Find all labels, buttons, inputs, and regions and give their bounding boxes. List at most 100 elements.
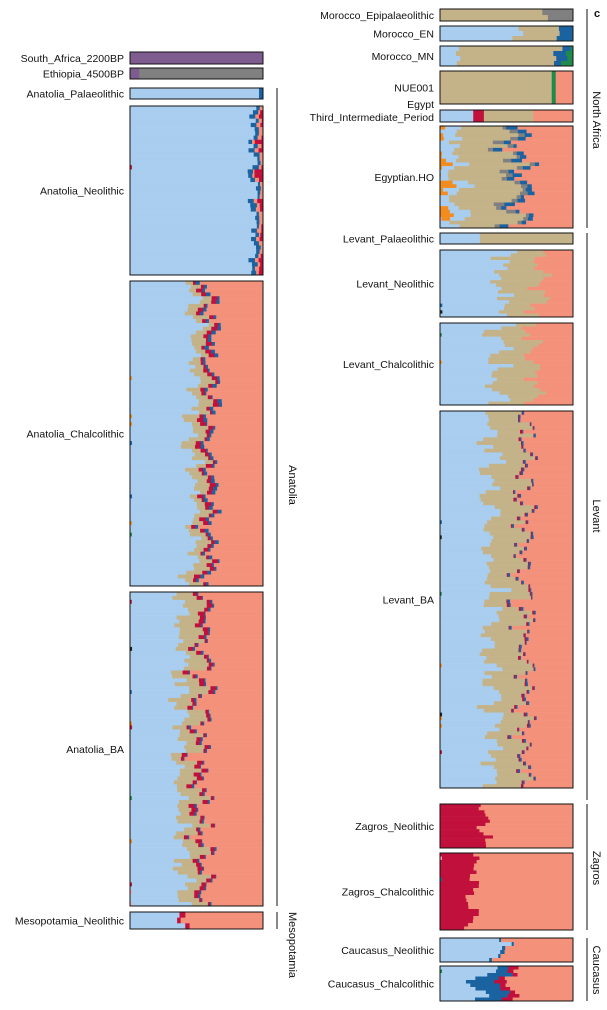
bar-anatolia-ba-ind16-tan (185, 650, 197, 656)
bar-anatolia-chalcolithic-ind32-crimson (213, 399, 218, 404)
bar-anatolia-ba-ind4-tan (182, 603, 208, 608)
bar-anatolia-chalcolithic-ind35-salmon (215, 410, 264, 415)
bar-levant-ba-ind91-blue (441, 750, 489, 755)
bar-levant-chalcolithic-ind17-salmon (523, 377, 574, 382)
bar-levant-ba-ind18-salmon (518, 475, 574, 480)
bar-anatolia-ba-ind8-crimson (198, 619, 205, 624)
bar-anatolia-neolithic-ind38-crimson (260, 262, 264, 267)
bar-anatolia-ba-ind46-crimson (201, 768, 208, 773)
bar-anatolia-ba-ind59-salmon (203, 819, 264, 824)
bar-caucasus-chalcolithic-ind3-navy (487, 973, 513, 977)
bar-levant-chalcolithic-ind6-tan (503, 340, 544, 344)
bar-levant-ba-ind61-crimson (524, 637, 527, 642)
bar-anatolia-chalcolithic-ind65-navy (195, 525, 199, 530)
bar-anatolia-chalcolithic-ind71-tan (194, 547, 204, 552)
bar-anatolia-neolithic-ind39-navy (252, 266, 256, 272)
bar-levant-ba-ind87-salmon (511, 735, 574, 740)
bar-anatolia-ba-ind14-tan (178, 643, 195, 648)
bar-anatolia-neolithic-ind35-blue (130, 249, 257, 255)
bar-anatolia-ba-ind41-tan (185, 749, 204, 754)
bar-levant-ba-ind81-salmon (527, 712, 574, 717)
bar-anatolia-ba-ind4-crimson (206, 603, 213, 608)
bar-anatolia-chalcolithic-ind33-crimson (212, 403, 220, 408)
bar-levant-ba-ind84-salmon (530, 723, 574, 728)
bar-anatolia-chalcolithic-ind22-navy (203, 361, 206, 366)
bar-anatolia-chalcolithic-ind68-tan (201, 536, 208, 541)
bar-levant-ba-ind10-tan (493, 444, 522, 449)
bar-anatolia-neolithic-ind32-crimson (259, 236, 264, 242)
bar-anatolia-ba-ind73-tan (187, 874, 212, 879)
label-line-1: Egypt (407, 99, 434, 111)
bar-levant-ba-ind82-blue (441, 716, 503, 721)
bar-anatolia-ba-ind75-salmon (206, 882, 264, 887)
bar-anatolia-ba-ind15-navy (192, 646, 196, 652)
bar-anatolia-neolithic-ind2-navy (252, 110, 259, 115)
bar-anatolia-chalcolithic-ind50-tan (185, 467, 199, 472)
bar-levant-ba-ind91-crimson (440, 750, 443, 755)
bar-levant-ba-ind28-crimson (524, 512, 527, 517)
bar-anatolia-chalcolithic-ind6-blue (130, 300, 201, 305)
bar-anatolia-ba-ind65-blue (130, 843, 183, 848)
bar-anatolia-neolithic-ind17-navy (248, 173, 253, 179)
bar-levant-chalcolithic-ind22-blue (440, 394, 509, 399)
bar-caucasus-neolithic-ind5-salmon (500, 954, 574, 959)
bar-levant-ba-ind80-blue (440, 708, 485, 713)
bar-levant-ba-ind73-navy (525, 682, 529, 687)
bar-levant-chalcolithic-ind7-salmon (537, 343, 574, 348)
bar-levant-ba-ind6-salmon (523, 429, 574, 434)
bar-levant-chalcolithic-ind3-tan (483, 329, 526, 334)
bar-egyptian-ho-ind1-salmon (517, 126, 574, 130)
bar-anatolia-ba-ind13-blue (130, 639, 184, 644)
bar-anatolia-chalcolithic-ind67-crimson (205, 532, 208, 537)
bar-anatolia-chalcolithic-ind42-blue (130, 437, 190, 442)
bar-egyptian-ho-ind19-navy (527, 191, 535, 196)
bar-anatolia-chalcolithic-ind4-tan (192, 292, 202, 297)
bar-levant-ba-ind82-navy (535, 716, 537, 721)
bar-anatolia-ba-ind43-navy (183, 756, 185, 762)
bar-caucasus-chalcolithic-ind10-blue (440, 997, 476, 1002)
bar-anatolia-ba-ind80-tan (191, 902, 209, 907)
bar-anatolia-ba-ind12-blue (130, 635, 180, 640)
bar-levant-ba-ind57-navy (527, 622, 530, 627)
bar-anatolia-chalcolithic-ind15-blue (130, 334, 192, 339)
bar-levant-ba-ind86-tan (487, 731, 523, 736)
bar-egyptian-ho-ind25-navy (528, 213, 534, 218)
bar-levant-ba-ind7-navy (534, 433, 537, 438)
bar-levant-chalcolithic-ind18-salmon (537, 381, 574, 385)
bar-anatolia-ba-ind61-crimson (196, 827, 200, 832)
group-egyptian-ho (440, 126, 574, 229)
bar-anatolia-chalcolithic-ind53-crimson (206, 479, 212, 484)
bar-anatolia-ba-ind28-blue (130, 697, 169, 703)
bar-levant-ba-ind62-salmon (526, 640, 574, 645)
bar-levant-neolithic-ind7-blue (440, 270, 495, 274)
bar-anatolia-chalcolithic-ind40-tan (193, 429, 206, 434)
bar-mesopotamia-neolithic-ind3-blue (130, 923, 186, 930)
bar-anatolia-chalcolithic-ind23-navy (205, 364, 209, 369)
bar-levant-ba-ind81-black (440, 712, 443, 717)
bar-levant-ba-ind83-salmon (529, 720, 574, 725)
bar-anatolia-chalcolithic-ind65-crimson (191, 525, 196, 530)
bar-levant-neolithic-ind16-tan (509, 300, 548, 304)
bar-anatolia-ba-ind68-salmon (205, 854, 264, 860)
bar-anatolia-ba-ind31-tan (187, 709, 206, 714)
bar-anatolia-neolithic-ind18-crimson (258, 177, 264, 183)
bar-anatolia-ba-ind52-salmon (204, 792, 264, 797)
bar-levant-ba-ind36-blue (440, 542, 491, 547)
bar-levant-chalcolithic-ind1-salmon (535, 323, 574, 327)
bar-anatolia-chalcolithic-ind72-navy (202, 551, 206, 556)
bar-egyptian-ho-ind17-blue (456, 184, 475, 189)
bar-levant-ba-ind82-salmon (536, 716, 574, 721)
bar-anatolia-ba-ind60-navy (214, 823, 216, 828)
bar-egyptian-ho-ind26-salmon (532, 217, 574, 221)
bar-morocco-mn-ind2-tan (455, 51, 554, 57)
bar-anatolia-ba-ind51-navy (205, 788, 207, 793)
bar-levant-ba-ind81-tan (503, 712, 524, 717)
region-label-north-africa: North Africa (590, 91, 602, 149)
bar-egyptian-ho-ind17-navy (527, 184, 533, 189)
bar-anatolia-neolithic-ind25-crimson (259, 207, 264, 212)
bar-anatolia-ba-ind53-green (130, 796, 133, 801)
bar-anatolia-neolithic-ind25-navy (250, 207, 257, 212)
bar-anatolia-ba-ind29-navy (195, 701, 197, 707)
bar-zagros-chalcolithic-ind16-crimson (440, 905, 469, 910)
